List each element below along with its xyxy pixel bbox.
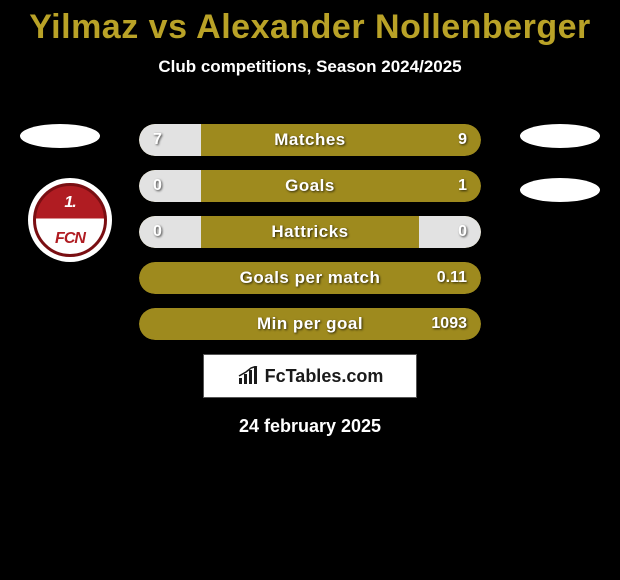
stat-label: Matches xyxy=(139,124,481,156)
stat-label: Min per goal xyxy=(139,308,481,340)
stat-row: 0.11Goals per match xyxy=(139,262,481,294)
stat-label: Goals xyxy=(139,170,481,202)
stat-label: Hattricks xyxy=(139,216,481,248)
stat-label: Goals per match xyxy=(139,262,481,294)
stat-row: 79Matches xyxy=(139,124,481,156)
footer-date: 24 february 2025 xyxy=(0,416,620,437)
stat-row: 01Goals xyxy=(139,170,481,202)
stat-row: 1093Min per goal xyxy=(139,308,481,340)
brand-box: FcTables.com xyxy=(203,354,417,398)
stat-row: 00Hattricks xyxy=(139,216,481,248)
stats-bars-wrap: 79Matches 01Goals 00Hattricks 0.11Goals per… xyxy=(139,100,481,340)
page-root: Yilmaz vs Alexander Nollenberger Club co… xyxy=(0,0,620,580)
brand-text: FcTables.com xyxy=(265,366,384,387)
chart-icon xyxy=(237,366,261,386)
page-subtitle: Club competitions, Season 2024/2025 xyxy=(0,57,620,77)
page-title: Yilmaz vs Alexander Nollenberger xyxy=(0,0,620,47)
content-area: 79Matches 01Goals 00Hattricks 0.11Goals per… xyxy=(0,100,620,437)
